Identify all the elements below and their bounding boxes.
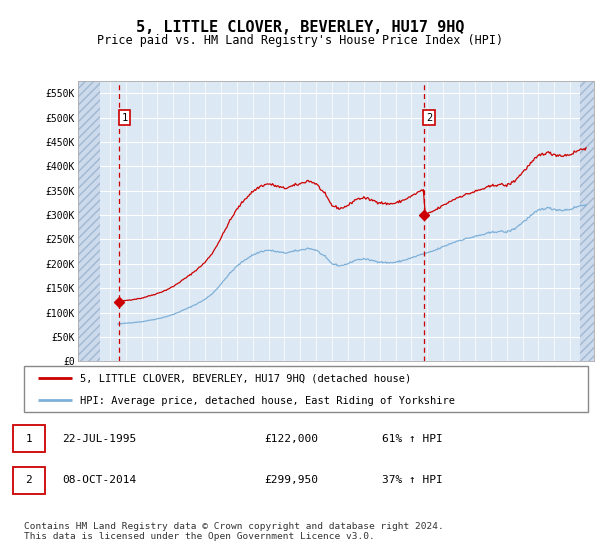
FancyBboxPatch shape <box>13 467 46 494</box>
FancyBboxPatch shape <box>13 425 46 452</box>
Text: Contains HM Land Registry data © Crown copyright and database right 2024.
This d: Contains HM Land Registry data © Crown c… <box>24 522 444 542</box>
Text: 61% ↑ HPI: 61% ↑ HPI <box>382 434 443 444</box>
Text: 37% ↑ HPI: 37% ↑ HPI <box>382 475 443 486</box>
Text: 2: 2 <box>26 475 32 486</box>
Text: 1: 1 <box>121 113 128 123</box>
Text: £122,000: £122,000 <box>265 434 319 444</box>
Bar <box>78 81 100 361</box>
Text: 22-JUL-1995: 22-JUL-1995 <box>62 434 136 444</box>
FancyBboxPatch shape <box>24 366 588 412</box>
Text: 5, LITTLE CLOVER, BEVERLEY, HU17 9HQ (detached house): 5, LITTLE CLOVER, BEVERLEY, HU17 9HQ (de… <box>80 374 412 384</box>
Text: £299,950: £299,950 <box>265 475 319 486</box>
Bar <box>580 81 594 361</box>
Text: HPI: Average price, detached house, East Riding of Yorkshire: HPI: Average price, detached house, East… <box>80 395 455 405</box>
Text: Price paid vs. HM Land Registry's House Price Index (HPI): Price paid vs. HM Land Registry's House … <box>97 34 503 46</box>
Text: 2: 2 <box>426 113 432 123</box>
Text: 08-OCT-2014: 08-OCT-2014 <box>62 475 136 486</box>
Text: 1: 1 <box>26 434 32 444</box>
Text: 5, LITTLE CLOVER, BEVERLEY, HU17 9HQ: 5, LITTLE CLOVER, BEVERLEY, HU17 9HQ <box>136 20 464 35</box>
